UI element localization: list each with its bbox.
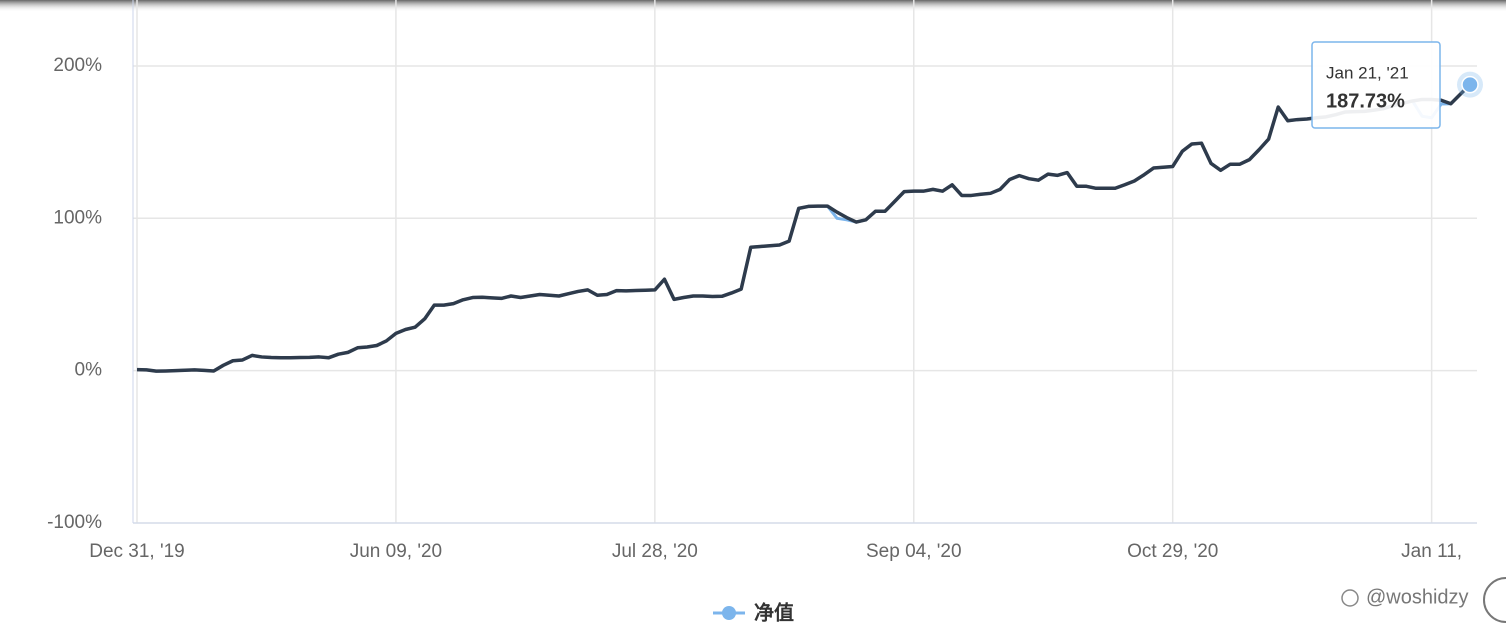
tooltip-date: Jan 21, '21: [1326, 63, 1409, 82]
grid: [133, 0, 1477, 524]
y-tick-label: 100%: [53, 207, 102, 228]
x-tick-label: Oct 29, '20: [1127, 541, 1218, 562]
tooltip-box: [1311, 41, 1441, 129]
watermark-icon: [1341, 589, 1359, 607]
lines: [136, 71, 1483, 373]
tooltip: Jan 21, '21 187.73%: [1311, 41, 1441, 129]
series-line: [136, 83, 1472, 373]
x-tick-label: Jan 11,: [1401, 541, 1462, 562]
x-tick-label: Jun 09, '20: [350, 541, 442, 562]
y-tick-label: -100%: [47, 512, 102, 533]
y-tick-label: 200%: [53, 55, 102, 76]
legend-marker: [722, 606, 736, 620]
scroll-button[interactable]: [1483, 577, 1506, 623]
tooltip-value: 187.73%: [1326, 90, 1405, 112]
x-tick-label: Jul 28, '20: [612, 541, 698, 562]
legend-label: 净值: [754, 600, 794, 624]
x-tick-label: Dec 31, '19: [89, 541, 185, 562]
header-shadow: [0, 0, 1506, 12]
x-tick-label: Sep 04, '20: [866, 541, 962, 562]
watermark: @woshidzy: [1366, 586, 1469, 608]
legend: 净值: [713, 600, 794, 624]
y-tick-label: 0%: [75, 360, 103, 381]
series-line: [136, 83, 1472, 373]
hover-marker: [1461, 75, 1479, 94]
